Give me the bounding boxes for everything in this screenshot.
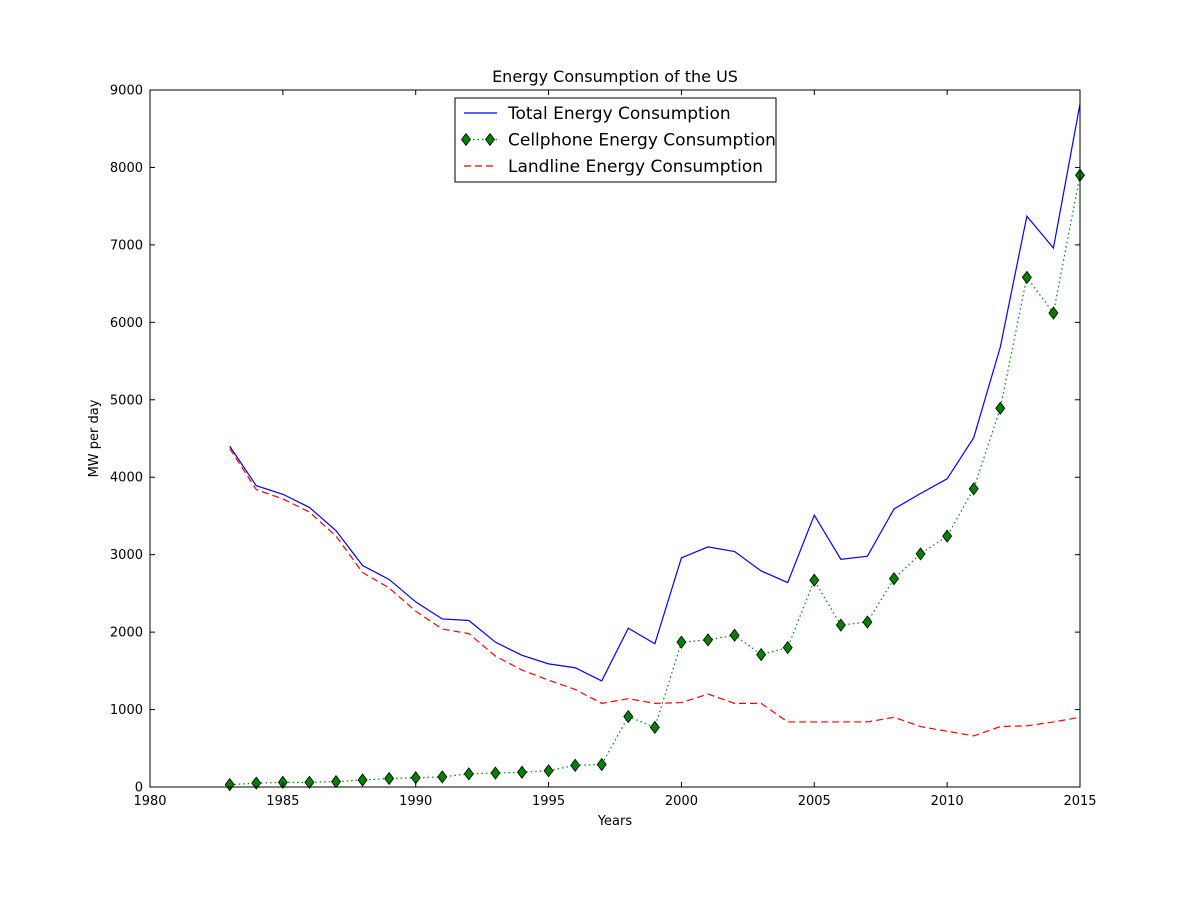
legend-label-cellphone-energy-consumption: Cellphone Energy Consumption <box>508 131 776 151</box>
data-point-cellphone-energy-consumption <box>357 773 368 787</box>
data-point-cellphone-energy-consumption <box>490 766 501 780</box>
y-tick-label: 1000 <box>110 703 143 718</box>
data-point-cellphone-energy-consumption <box>543 764 554 778</box>
y-tick-label: 7000 <box>110 238 143 253</box>
data-point-cellphone-energy-consumption <box>676 635 687 649</box>
x-tick-label: 2015 <box>1063 794 1096 809</box>
x-tick-label: 2000 <box>665 794 698 809</box>
data-point-cellphone-energy-consumption <box>596 757 607 772</box>
x-tick-label: 2005 <box>798 794 831 809</box>
y-tick-label: 8000 <box>110 161 143 176</box>
x-tick-label: 1980 <box>133 794 166 809</box>
data-point-cellphone-energy-consumption <box>756 647 767 662</box>
data-point-cellphone-energy-consumption <box>304 775 315 790</box>
y-tick-label: 5000 <box>110 393 143 408</box>
data-point-cellphone-energy-consumption <box>862 615 873 629</box>
legend-marker-cellphone-energy-consumption <box>485 132 495 147</box>
data-point-cellphone-energy-consumption <box>1048 306 1059 320</box>
plot-frame <box>149 89 1081 788</box>
legend: Total Energy Consumption Cellphone Energy… <box>454 97 777 183</box>
y-tick-label: 9000 <box>110 84 143 99</box>
data-point-cellphone-energy-consumption <box>623 709 634 724</box>
legend-box <box>454 97 777 183</box>
data-point-cellphone-energy-consumption <box>649 720 660 735</box>
data-point-cellphone-energy-consumption <box>915 547 926 561</box>
data-point-cellphone-energy-consumption <box>331 774 341 789</box>
data-point-cellphone-energy-consumption <box>1021 270 1032 285</box>
legend-label-landline-energy-consumption: Landline Energy Consumption <box>508 157 763 177</box>
x-tick-label: 1990 <box>399 794 432 809</box>
x-tick-label: 2010 <box>931 794 964 809</box>
x-axis-label: Years <box>597 814 633 829</box>
data-point-cellphone-energy-consumption <box>809 573 820 587</box>
data-point-cellphone-energy-consumption <box>782 640 793 655</box>
chart-title: Energy Consumption of the US <box>492 67 738 86</box>
y-tick-label: 2000 <box>110 626 143 641</box>
y-tick-label: 6000 <box>110 316 143 331</box>
data-point-cellphone-energy-consumption <box>384 771 395 786</box>
y-axis-label: MW per day <box>87 399 102 477</box>
y-tick-label: 4000 <box>110 471 143 486</box>
data-point-cellphone-energy-consumption <box>570 758 581 772</box>
data-point-cellphone-energy-consumption <box>517 765 527 779</box>
series-line-landline-energy-consumption <box>229 448 1081 737</box>
y-tick-label: 3000 <box>110 548 143 563</box>
x-tick-label: 1995 <box>532 794 565 809</box>
data-point-cellphone-energy-consumption <box>942 529 953 543</box>
data-point-cellphone-energy-consumption <box>437 770 448 784</box>
data-point-cellphone-energy-consumption <box>968 482 979 496</box>
y-tick-label: 0 <box>135 781 143 796</box>
series-line-total-energy-consumption <box>229 103 1081 682</box>
x-tick-label: 1985 <box>266 794 299 809</box>
legend-marker-cellphone-energy-consumption <box>461 132 471 147</box>
data-point-cellphone-energy-consumption <box>995 401 1006 415</box>
data-point-cellphone-energy-consumption <box>835 618 846 632</box>
data-point-cellphone-energy-consumption <box>251 776 262 790</box>
data-point-cellphone-energy-consumption <box>889 572 899 586</box>
data-point-cellphone-energy-consumption <box>463 767 474 781</box>
data-point-cellphone-energy-consumption <box>703 633 713 647</box>
legend-label-total-energy-consumption: Total Energy Consumption <box>507 104 731 124</box>
data-point-cellphone-energy-consumption <box>729 628 740 642</box>
data-point-cellphone-energy-consumption <box>224 778 235 792</box>
plot-area <box>150 90 1080 787</box>
